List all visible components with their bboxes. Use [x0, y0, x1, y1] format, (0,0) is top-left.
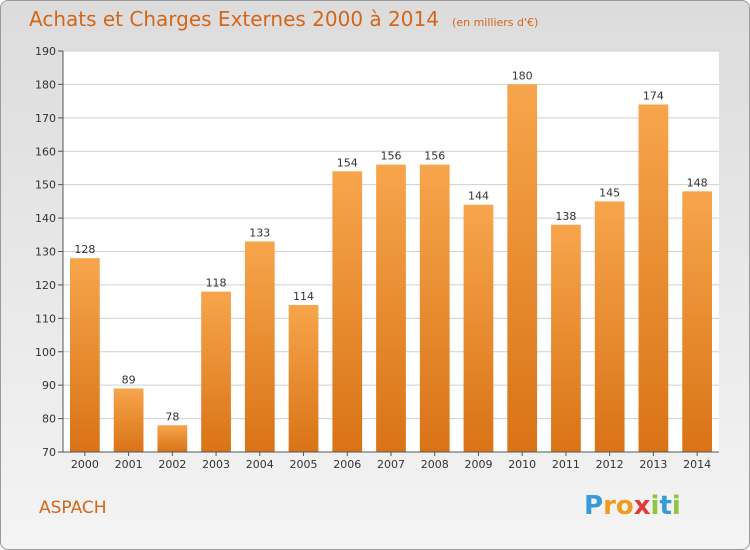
title-text: Achats et Charges Externes 2000 à 2014	[29, 7, 439, 31]
bar	[69, 258, 100, 452]
logo-letter: x	[633, 491, 651, 521]
data-label: 89	[122, 374, 136, 387]
data-label: 174	[643, 89, 664, 102]
data-label: 156	[424, 150, 445, 163]
data-label: 148	[687, 176, 708, 189]
data-label: 118	[206, 277, 227, 290]
data-label: 133	[249, 226, 270, 239]
data-label: 180	[512, 69, 533, 82]
chart-title: Achats et Charges Externes 2000 à 2014 (…	[29, 7, 538, 31]
data-label: 145	[599, 186, 620, 199]
bar	[682, 191, 713, 452]
bar	[288, 304, 319, 452]
bar	[332, 171, 363, 453]
data-label: 78	[165, 410, 179, 423]
bar	[594, 201, 625, 452]
data-label: 156	[381, 150, 402, 163]
x-tick-label: 2003	[202, 458, 230, 471]
y-tick-label: 170	[35, 112, 56, 125]
bar	[638, 104, 669, 452]
logo-letter: i	[650, 491, 660, 521]
y-tick-label: 130	[35, 246, 56, 259]
title-unit: (en milliers d'€)	[452, 16, 539, 29]
y-tick-label: 120	[35, 279, 56, 292]
y-tick-label: 180	[35, 78, 56, 91]
x-tick-label: 2011	[552, 458, 580, 471]
bar	[551, 224, 581, 452]
y-tick-label: 140	[35, 212, 56, 225]
bar	[244, 241, 275, 452]
y-tick-label: 80	[42, 413, 56, 426]
x-tick-label: 2005	[290, 458, 318, 471]
x-tick-label: 2013	[639, 458, 667, 471]
commune-name: ASPACH	[39, 498, 107, 518]
proxiti-logo: Proxiti	[584, 491, 681, 521]
logo-letter: o	[615, 491, 634, 521]
bar	[463, 204, 494, 452]
x-tick-label: 2008	[421, 458, 449, 471]
y-tick-label: 160	[35, 145, 56, 158]
x-tick-label: 2014	[683, 458, 711, 471]
x-tick-label: 2001	[115, 458, 143, 471]
logo-letter: i	[671, 491, 681, 521]
data-label: 144	[468, 190, 489, 203]
y-tick-label: 70	[42, 446, 56, 459]
logo-letter: r	[603, 491, 616, 521]
x-tick-label: 2006	[333, 458, 361, 471]
data-label: 154	[337, 156, 358, 169]
logo-letter: t	[659, 491, 672, 521]
y-tick-label: 100	[35, 346, 56, 359]
bar	[157, 425, 188, 452]
data-label: 138	[555, 210, 576, 223]
bar	[201, 291, 231, 452]
bar	[113, 388, 144, 452]
bar	[507, 84, 538, 453]
y-tick-label: 90	[42, 379, 56, 392]
x-tick-label: 2007	[377, 458, 405, 471]
logo-letter: P	[584, 491, 604, 521]
bar	[419, 164, 450, 452]
bar	[376, 164, 406, 452]
x-tick-label: 2012	[596, 458, 624, 471]
x-tick-label: 2002	[158, 458, 186, 471]
x-tick-label: 2010	[508, 458, 536, 471]
data-label: 128	[74, 243, 95, 256]
y-tick-label: 190	[35, 45, 56, 58]
data-label: 114	[293, 290, 314, 303]
x-tick-label: 2009	[464, 458, 492, 471]
x-tick-label: 2000	[71, 458, 99, 471]
y-tick-label: 150	[35, 179, 56, 192]
x-tick-label: 2004	[246, 458, 274, 471]
y-tick-label: 110	[35, 312, 56, 325]
